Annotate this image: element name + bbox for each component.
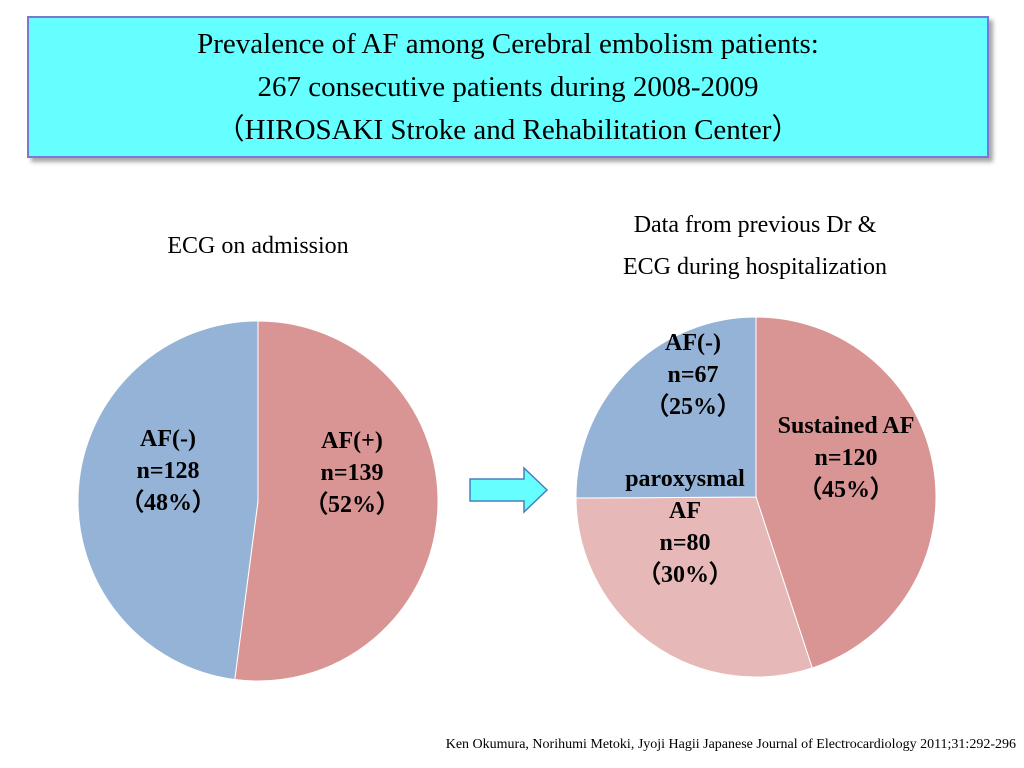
pie-2-slice-1-label: Sustained AF n=120 （45%） [778,413,915,503]
pie-2-slice-3-label-line-1: AF(-) [665,330,721,356]
pie-1-slice-2-label-line-1: AF(-) [140,426,196,452]
pie-1-slice-1-label-line-1: AF(+) [321,428,383,454]
right-chart-subtitle-line-1: Data from previous Dr & [633,212,877,238]
pie-2-slice-1-label-line-2: n=120 [814,445,877,471]
pie-2-slice-2 [575,496,813,678]
title-box: Prevalence of AF among Cerebral embolism… [27,16,989,158]
pie-2-slice-1-label-line-1: Sustained AF [778,413,915,439]
title-line-1: Prevalence of AF among Cerebral embolism… [197,27,819,60]
citation: Ken Okumura, Norihumi Metoki, Jyoji Hagi… [445,737,1016,752]
pie-2-slice-3 [575,316,757,499]
pie-2-slice-3-label: AF(-) n=67 （25%） [645,330,741,420]
title-line-3: （HIROSAKI Stroke and Rehabilitation Cent… [215,113,801,146]
left-chart-subtitle: ECG on admission [167,233,349,259]
arrow-icon [468,465,550,520]
pie-1-slice-1-label: AF(+) n=139 （52%） [304,428,400,518]
pie-1-slice-2-label: AF(-) n=128 （48%） [120,426,216,516]
pie-1-slice-2 [77,320,259,681]
pie-2-slice-1-label-line-3: （45%） [798,476,894,503]
pie-1-slice-2-label-line-2: n=128 [136,458,199,484]
pie-chart-1: AF(+) n=139 （52%） AF(-) n=128 （48%） [77,320,439,682]
pie-2-slice-2-label-line-4: （30%） [637,561,733,588]
pie-1-slice-1-label-line-3: （52%） [304,491,400,518]
pie-2-slice-3-label-line-2: n=67 [667,362,718,388]
right-chart-subtitle-line-2: ECG during hospitalization [623,254,887,280]
pie-1-slice-1-label-line-2: n=139 [320,460,383,486]
title-line-2: 267 consecutive patients during 2008-200… [257,70,759,103]
pie-chart-2: Sustained AF n=120 （45%） paroxysmal AF n=80 （3… [575,316,937,678]
pie-2-slice-2-label-line-2: AF [669,498,701,524]
pie-1-slice-2-label-line-3: （48%） [120,489,216,516]
pie-1-slice-1 [234,320,439,682]
pie-2-slice-2-label: paroxysmal AF n=80 （30%） [625,466,745,588]
pie-2-slice-2-label-line-1: paroxysmal [625,466,745,492]
pie-2-slice-3-label-line-3: （25%） [645,393,741,420]
pie-2-slice-2-label-line-3: n=80 [659,530,710,556]
pie-2-slice-1 [755,316,937,669]
